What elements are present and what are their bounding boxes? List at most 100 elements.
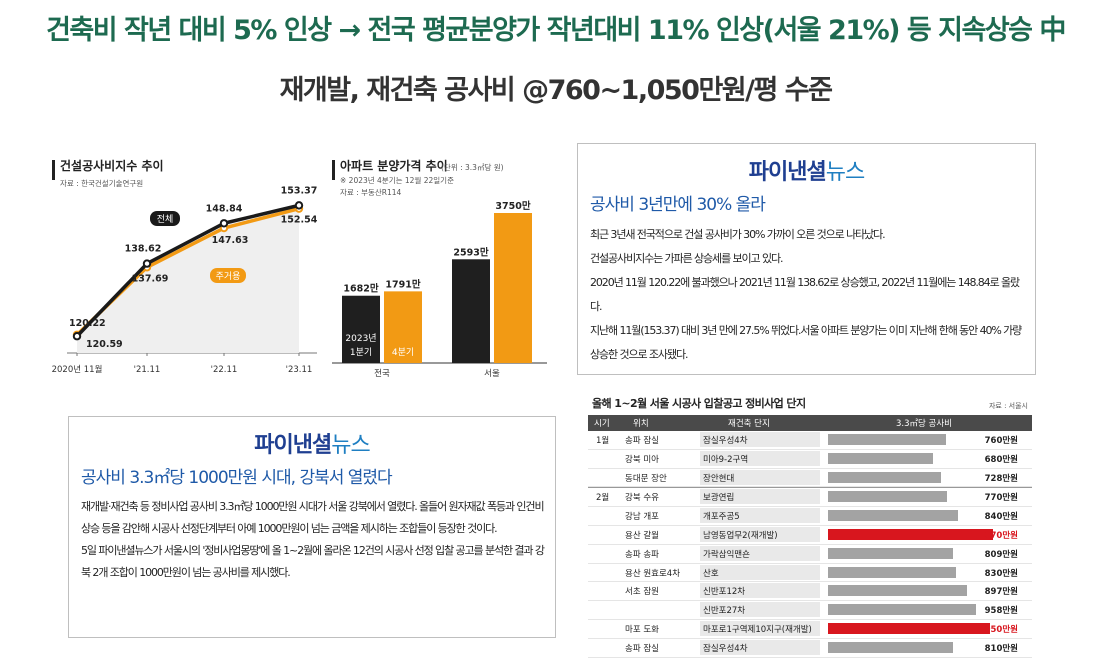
data-point: [142, 259, 152, 268]
data-label: 152.54: [281, 215, 318, 226]
news-paragraph: 지난해 11월(153.37) 대비 3년 만에 27.5% 뛰었다.서울 아파…: [590, 324, 1022, 361]
cost-cell: 1070만원: [978, 530, 1018, 541]
cost-cell: 958만원: [984, 606, 1018, 617]
project-name-cell: 보광연립: [703, 493, 735, 504]
location-cell: 송파 잠실: [625, 643, 659, 654]
line-chart-source: 자료 : 한국건설기술연구원: [60, 178, 143, 188]
news-logo: 파이낸셜뉴스: [588, 154, 1025, 186]
cost-cell: 1050만원: [978, 624, 1018, 635]
table-header: 시기 위치 재건축 단지 3.3㎡당 공사비: [588, 415, 1032, 431]
location-cell: 용산 갈월: [625, 530, 659, 541]
cost-bar: [828, 528, 994, 540]
cost-bar: [828, 585, 967, 597]
name-cell-bg: [700, 526, 820, 542]
news-headline: 공사비 3년만에 30% 올라: [590, 195, 766, 215]
title-marker: [52, 160, 55, 180]
cost-cell: 897만원: [984, 587, 1018, 598]
x-tick-label: '23.11: [286, 365, 313, 375]
table-title: 올해 1~2월 서울 시공사 입찰공고 정비사업 단지: [592, 397, 806, 410]
news-logo-sub: 뉴스: [825, 160, 865, 185]
news-logo: 파이낸셜뉴스: [79, 427, 545, 459]
legend-label: 전체: [157, 214, 174, 225]
project-name-cell: 남영동업무2(재개발): [703, 530, 778, 541]
cost-bar-track: [828, 547, 998, 559]
project-name-cell: 신반포12차: [703, 587, 746, 598]
project-table: 올해 1~2월 서울 시공사 입찰공고 정비사업 단지 자료 : 서울시 시기 …: [588, 394, 1032, 658]
table-row: 1월 송파 잠실 잠실우성4차 760만원: [588, 431, 1032, 450]
series-line-전체: [75, 203, 300, 338]
cost-bar: [828, 566, 957, 578]
project-name-cell: 개포주공5: [703, 512, 740, 523]
table-row: 마포 도화 마포로1구역제10지구(재개발) 1050만원: [588, 620, 1032, 639]
legend-badge: [210, 268, 246, 283]
cost-bar-track: [828, 452, 998, 464]
name-cell-bg: [700, 639, 820, 655]
x-tick-label: '22.11: [211, 365, 238, 375]
project-name-cell: 잠실우성4차: [703, 643, 748, 654]
bar-value-label: 1682만: [343, 283, 378, 295]
table-row: 신반포27차 958만원: [588, 601, 1032, 620]
series-label-q4: 4분기: [392, 347, 414, 358]
cost-bar-track: [828, 566, 998, 578]
name-cell-bg: [700, 545, 820, 561]
cost-bar: [828, 641, 954, 653]
data-label: 137.69: [132, 273, 169, 284]
cost-bar-track: [828, 528, 998, 540]
legend-label: 주거용: [216, 271, 241, 282]
cost-cell: 830만원: [984, 568, 1018, 579]
x-tick-label: 서울: [484, 369, 500, 379]
project-name-cell: 미아9-2구역: [703, 454, 749, 465]
x-tick-label: 전국: [374, 368, 390, 379]
cost-cell: 680만원: [984, 454, 1018, 465]
project-name-cell: 신반포27차: [703, 606, 746, 617]
data-label: 120.22: [69, 318, 106, 329]
table-row: 2월 강북 수유 보광연립 770만원: [588, 487, 1032, 508]
cost-bar-track: [828, 585, 998, 597]
column-header: 위치: [633, 419, 649, 429]
table-row: 강북 미아 미아9-2구역 680만원: [588, 450, 1032, 469]
location-cell: 송파 잠실: [625, 436, 659, 446]
headline-line-1: 건축비 작년 대비 5% 인상 → 전국 평균분양가 작년대비 11% 인상(서…: [46, 15, 1066, 46]
line-chart-title: 건설공사비지수 추이: [60, 158, 164, 173]
cost-bar: [828, 434, 946, 445]
cost-bar-track: [828, 434, 998, 445]
table-row: 서초 잠원 신반포12차 897만원: [588, 582, 1032, 602]
series-label-year: 2023년: [345, 333, 376, 344]
cost-cell: 840만원: [984, 512, 1018, 523]
bar: [452, 259, 490, 363]
table-row: 송파 잠실 잠실우성4차 810만원: [588, 639, 1032, 658]
news-headline: 공사비 3.3㎡당 1000만원 시대, 강북서 열렸다: [81, 468, 393, 488]
data-label: 120.59: [86, 339, 123, 350]
name-cell-bg: [700, 489, 820, 505]
location-cell: 서초 잠원: [625, 587, 659, 598]
project-name-cell: 장안현대: [703, 473, 735, 484]
location-cell: 용산 원효로4차: [625, 568, 681, 579]
cost-bar-track: [828, 510, 998, 522]
news-paragraph: 5일 파이낸셜뉴스가 서울시의 '정비사업몽땅'에 올 1~2월에 올라온 12…: [81, 544, 545, 579]
bar-value-label: 2593만: [453, 246, 488, 258]
data-point: [294, 201, 304, 210]
data-label: 138.62: [125, 244, 162, 255]
project-name-cell: 잠실우성4차: [703, 436, 748, 446]
name-cell-bg: [700, 564, 820, 580]
news-box-bottom: 파이낸셜뉴스 공사비 3.3㎡당 1000만원 시대, 강북서 열렸다 재개발·…: [68, 416, 556, 638]
table-row: 동대문 장안 장안현대 728만원: [588, 469, 1032, 488]
series-label-q1: 1분기: [350, 347, 372, 358]
cost-bar: [828, 491, 947, 503]
cost-bar: [828, 604, 977, 616]
project-name-cell: 산호: [703, 568, 719, 579]
data-label: 148.84: [206, 203, 243, 214]
bar: [384, 291, 422, 363]
table-row: 용산 갈월 남영동업무2(재개발) 1070만원: [588, 526, 1032, 545]
table-body: 1월 송파 잠실 잠실우성4차 760만원 강북 미아 미아9-2구역 680만원 동대문 장…: [588, 431, 1032, 658]
cost-bar: [828, 452, 934, 464]
headline-line-2: 재개발, 재건축 공사비 @760~1,050만원/평 수준: [279, 75, 833, 106]
name-cell-bg: [700, 583, 820, 599]
chart-panel: 건설공사비지수 추이 자료 : 한국건설기술연구원 2020년 11월 '21.11 '…: [52, 150, 552, 390]
name-cell-bg: [700, 432, 820, 447]
location-cell: 강북 수유: [625, 493, 659, 504]
x-tick-label: '21.11: [134, 365, 161, 375]
location-cell: 강북 미아: [625, 454, 659, 465]
cost-bar-track: [828, 641, 998, 653]
bar-chart-note: ※ 2023년 4분기는 12월 22일기준: [340, 175, 454, 185]
